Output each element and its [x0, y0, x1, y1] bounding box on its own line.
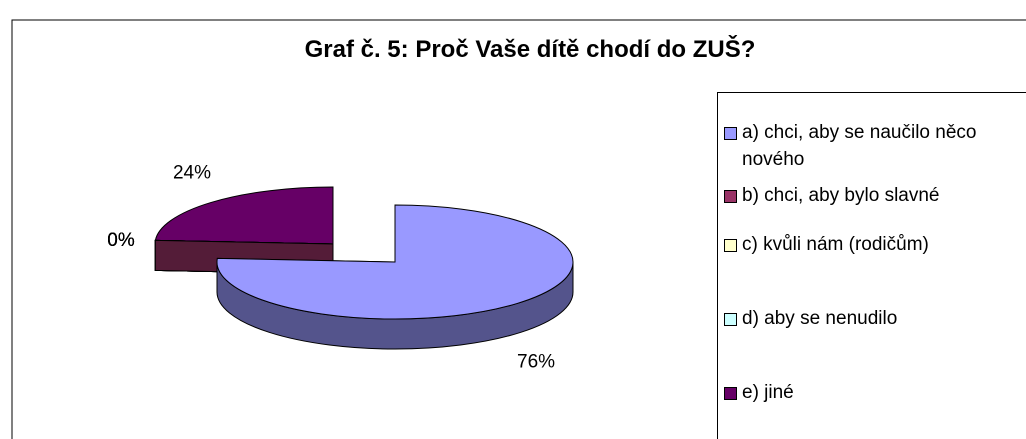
- pie: [154, 186, 574, 350]
- chart-title: Graf č. 5: Proč Vaše dítě chodí do ZUŠ?: [305, 35, 756, 63]
- legend-swatch: [724, 190, 737, 203]
- data-label: 0%: [107, 230, 135, 251]
- legend-item: c) kvůli nám (rodičům): [724, 231, 1026, 258]
- data-label: 24%: [173, 162, 211, 183]
- slice: [154, 186, 334, 245]
- data-label: 0%: [107, 230, 135, 251]
- legend: a) chci, aby se naučilo něco nového b) ch…: [717, 92, 1026, 439]
- legend-item: e) jiné: [724, 379, 1026, 406]
- legend-swatch: [724, 387, 737, 400]
- legend-label: b) chci, aby bylo slavné: [742, 185, 940, 206]
- legend-item: b) chci, aby bylo slavné: [724, 182, 1026, 209]
- legend-label: d) aby se nenudilo: [742, 308, 898, 329]
- legend-item: d) aby se nenudilo: [724, 305, 1026, 332]
- legend-swatch: [724, 239, 737, 252]
- legend-item: a) chci, aby se naučilo něco nového: [724, 119, 1026, 173]
- slice: [216, 204, 574, 320]
- legend-label: a) chci, aby se naučilo něco nového: [742, 122, 977, 170]
- data-label: 0%: [107, 230, 135, 251]
- data-label: 76%: [517, 352, 555, 373]
- legend-swatch: [724, 313, 737, 326]
- legend-label: e) jiné: [742, 382, 794, 403]
- legend-swatch: [724, 127, 737, 140]
- legend-label: c) kvůli nám (rodičům): [742, 234, 929, 255]
